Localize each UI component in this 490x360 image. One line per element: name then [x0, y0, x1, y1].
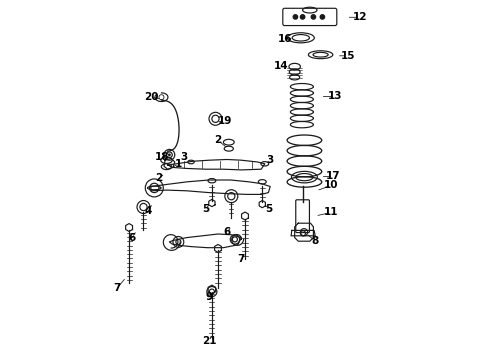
Text: 12: 12	[353, 12, 368, 22]
Text: 21: 21	[202, 336, 216, 346]
Text: 18: 18	[155, 152, 170, 162]
Circle shape	[293, 15, 297, 19]
Text: 5: 5	[202, 204, 209, 214]
Circle shape	[311, 15, 316, 19]
Text: 4: 4	[144, 206, 151, 216]
Text: 14: 14	[274, 60, 288, 71]
Text: 10: 10	[324, 180, 339, 190]
Circle shape	[168, 153, 171, 156]
Text: 8: 8	[312, 236, 319, 246]
Polygon shape	[170, 234, 242, 248]
Circle shape	[300, 15, 305, 19]
Polygon shape	[151, 180, 270, 194]
Text: 3: 3	[267, 155, 274, 165]
Polygon shape	[168, 159, 265, 170]
Text: 20: 20	[144, 92, 159, 102]
Circle shape	[320, 15, 324, 19]
Text: 1: 1	[175, 159, 182, 169]
Text: 5: 5	[265, 204, 272, 214]
Text: 6: 6	[223, 227, 231, 237]
Text: 9: 9	[205, 292, 213, 302]
Text: 16: 16	[277, 34, 292, 44]
Text: 17: 17	[326, 171, 341, 181]
Text: 3: 3	[180, 152, 188, 162]
Text: 15: 15	[341, 51, 355, 61]
Text: 13: 13	[328, 91, 342, 102]
Text: 7: 7	[114, 283, 121, 293]
Text: 11: 11	[324, 207, 339, 217]
Text: 6: 6	[128, 233, 135, 243]
Text: 2: 2	[155, 173, 162, 183]
Text: 19: 19	[218, 116, 232, 126]
Text: 7: 7	[238, 254, 245, 264]
Text: 2: 2	[215, 135, 221, 145]
